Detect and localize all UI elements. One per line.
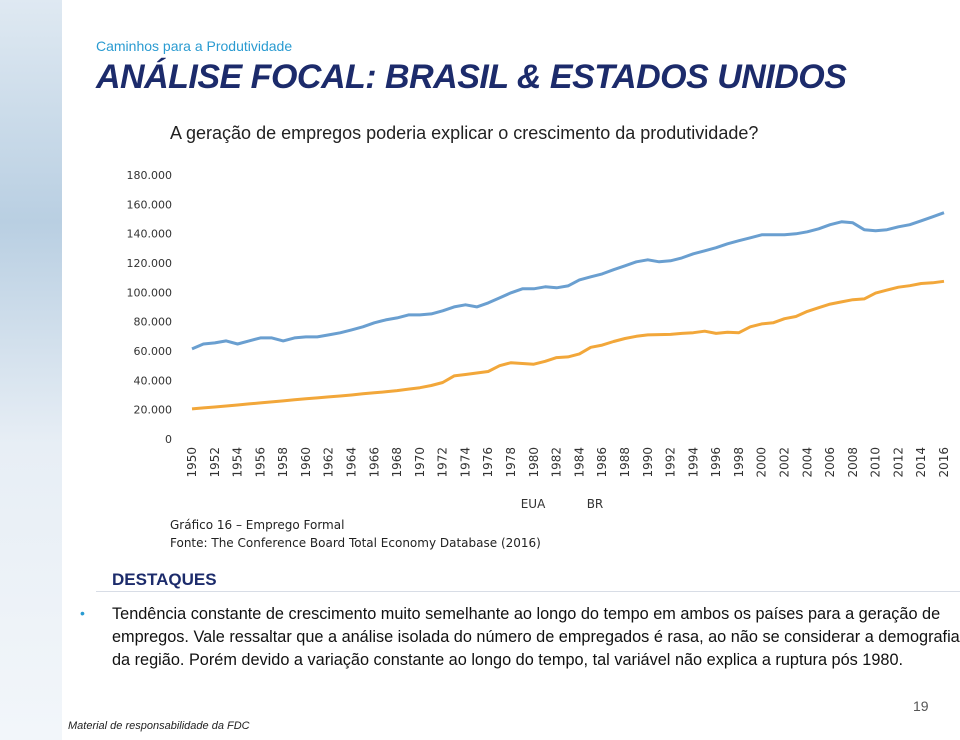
x-tick-label: 2006 bbox=[823, 447, 837, 478]
x-tick-label: 1952 bbox=[208, 447, 222, 478]
highlights-rule bbox=[96, 591, 960, 592]
x-tick-label: 1986 bbox=[595, 447, 609, 478]
x-tick-label: 1976 bbox=[481, 447, 495, 478]
x-tick-label: 2016 bbox=[937, 447, 951, 478]
x-tick-label: 2014 bbox=[914, 447, 928, 478]
x-tick-label: 1982 bbox=[550, 447, 564, 478]
x-tick-label: 1958 bbox=[276, 447, 290, 478]
x-tick-label: 1964 bbox=[345, 447, 359, 478]
side-strip bbox=[0, 0, 62, 740]
x-tick-label: 2004 bbox=[800, 447, 814, 478]
question: A geração de empregos poderia explicar o… bbox=[170, 123, 759, 143]
y-tick-label: 140.000 bbox=[127, 228, 173, 241]
x-tick-label: 1984 bbox=[572, 447, 586, 478]
chart: 0 20.000 40.000 60.000 80.000 100.000 120.000 1… bbox=[127, 169, 952, 511]
x-tick-label: 1994 bbox=[686, 447, 700, 478]
y-tick-label: 100.000 bbox=[127, 286, 173, 299]
legend-label: EUA bbox=[521, 497, 546, 511]
title: ANÁLISE FOCAL: BRASIL & ESTADOS UNIDOS bbox=[96, 58, 847, 96]
x-tick-label: 1950 bbox=[185, 447, 199, 478]
y-tick-label: 180.000 bbox=[127, 169, 173, 182]
x-tick-label: 1974 bbox=[458, 447, 472, 478]
x-tick-label: 1962 bbox=[322, 447, 336, 478]
data-line bbox=[191, 279, 945, 411]
caption: Fonte: The Conference Board Total Econom… bbox=[170, 536, 541, 550]
x-tick-label: 1960 bbox=[299, 447, 313, 478]
highlights-text: Tendência constante de crescimento muito… bbox=[112, 605, 960, 669]
x-tick-label: 1992 bbox=[664, 447, 678, 478]
x-tick-label: 2008 bbox=[846, 447, 860, 478]
y-tick-label: 60.000 bbox=[134, 345, 173, 358]
x-tick-label: 2002 bbox=[777, 447, 791, 478]
x-tick-label: 1978 bbox=[504, 447, 518, 478]
x-tick-label: 2000 bbox=[755, 447, 769, 478]
x-tick-label: 1988 bbox=[618, 447, 632, 478]
y-tick-label: 80.000 bbox=[134, 316, 173, 329]
y-tick-label: 160.000 bbox=[127, 198, 173, 211]
x-tick-label: 1996 bbox=[709, 447, 723, 478]
x-tick-label: 1990 bbox=[641, 447, 655, 478]
bullet: • bbox=[80, 605, 85, 621]
caption: Gráfico 16 – Emprego Formal bbox=[170, 518, 345, 532]
legend-label: BR bbox=[587, 497, 604, 511]
y-tick-label: 40.000 bbox=[134, 374, 173, 387]
footer-note: Material de responsabilidade da FDC bbox=[68, 720, 250, 732]
data-line bbox=[191, 211, 945, 351]
x-tick-label: 2010 bbox=[869, 447, 883, 478]
subtitle: Caminhos para a Produtividade bbox=[96, 38, 293, 54]
x-tick-label: 1980 bbox=[527, 447, 541, 478]
page-number: 19 bbox=[913, 698, 929, 714]
x-tick-label: 1954 bbox=[231, 447, 245, 478]
x-tick-label: 1998 bbox=[732, 447, 746, 478]
x-tick-label: 1968 bbox=[390, 447, 404, 478]
x-tick-label: 1966 bbox=[367, 447, 381, 478]
x-tick-label: 2012 bbox=[891, 447, 905, 478]
y-tick-label: 0 bbox=[165, 433, 172, 446]
y-tick-label: 20.000 bbox=[134, 404, 173, 417]
x-tick-label: 1972 bbox=[436, 447, 450, 478]
highlights-heading: DESTAQUES bbox=[112, 570, 217, 589]
y-tick-label: 120.000 bbox=[127, 257, 173, 270]
x-tick-label: 1956 bbox=[253, 447, 267, 478]
x-tick-label: 1970 bbox=[413, 447, 427, 478]
